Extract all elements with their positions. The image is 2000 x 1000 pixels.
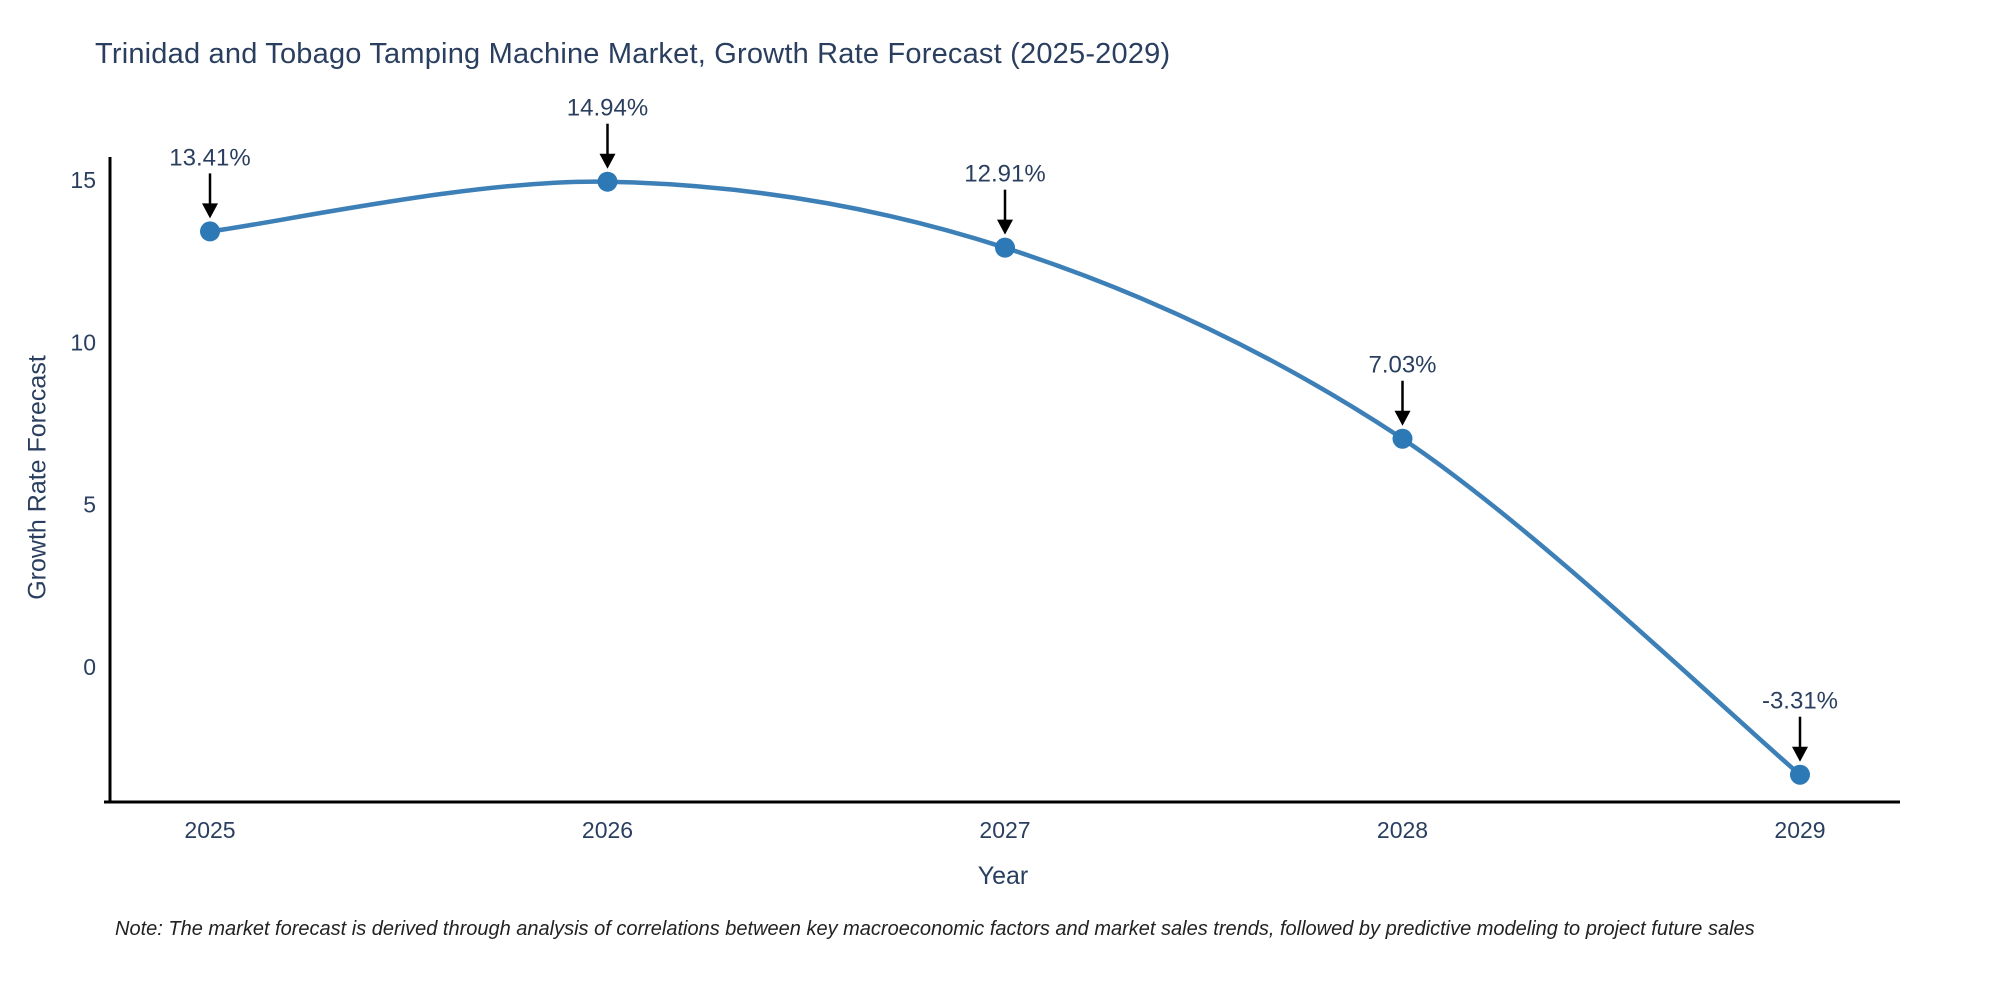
x-tick-label: 2028	[1377, 817, 1428, 843]
data-point-marker[interactable]	[995, 237, 1015, 258]
annotation-arrow-head	[202, 203, 218, 219]
chart-title: Trinidad and Tobago Tamping Machine Mark…	[95, 38, 1171, 70]
y-tick-label: 15	[70, 167, 96, 193]
x-tick-label: 2027	[979, 817, 1030, 843]
data-point-label: 12.91%	[964, 161, 1045, 188]
y-tick-label: 0	[83, 654, 96, 680]
data-point-label: 14.94%	[567, 95, 648, 122]
annotation-arrow-head	[997, 219, 1013, 235]
x-axis-title: Year	[977, 862, 1029, 890]
data-point-label: 7.03%	[1368, 352, 1436, 379]
data-point-marker[interactable]	[200, 221, 220, 242]
data-point-label: -3.31%	[1762, 688, 1838, 715]
x-tick-label: 2029	[1774, 817, 1825, 843]
annotation-arrow-head	[599, 153, 616, 169]
x-tick-label: 2025	[184, 817, 235, 843]
y-tick-label: 5	[83, 492, 96, 518]
annotation-arrow-head	[1394, 410, 1411, 426]
annotation-arrow-head	[1792, 746, 1808, 762]
forecast-line	[207, 179, 1803, 777]
data-point-label: 13.41%	[169, 144, 250, 171]
x-tick-label: 2026	[582, 817, 633, 843]
y-tick-label: 10	[70, 329, 96, 355]
footnote: Note: The market forecast is derived thr…	[115, 918, 1755, 940]
data-point-marker[interactable]	[1790, 764, 1810, 785]
data-point-marker[interactable]	[597, 171, 618, 192]
data-point-marker[interactable]	[1392, 428, 1413, 449]
